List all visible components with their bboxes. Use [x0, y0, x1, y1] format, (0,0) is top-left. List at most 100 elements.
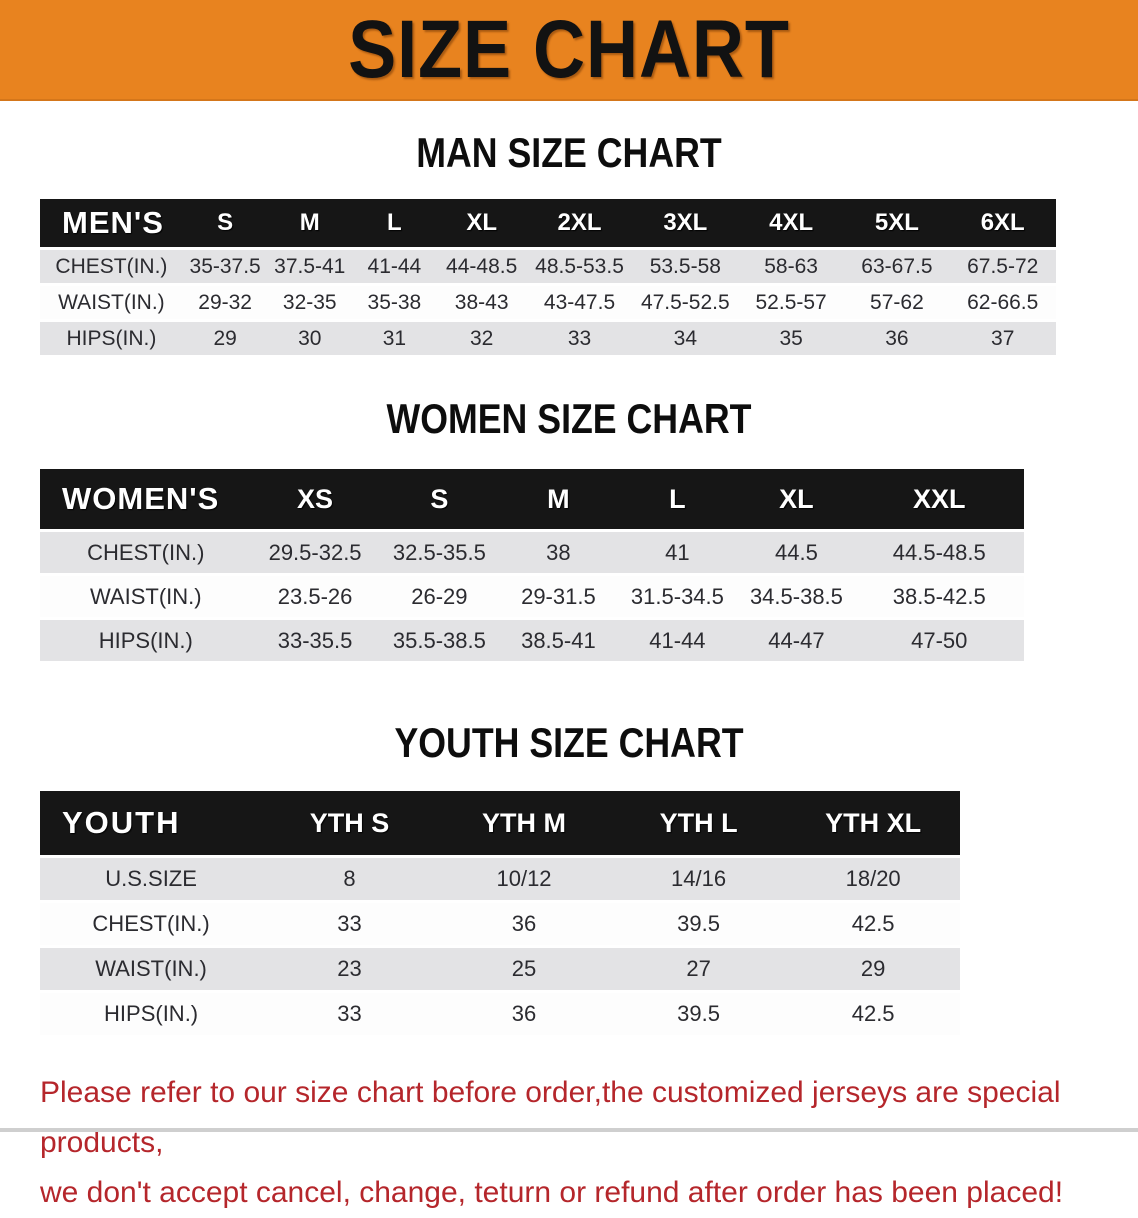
measurement-value: 31 — [352, 322, 437, 355]
measurement-value: 33 — [262, 903, 437, 945]
image-bottom-edge — [0, 1128, 1138, 1132]
measurement-label: HIPS(IN.) — [40, 620, 252, 661]
group-label: WOMEN'S — [40, 469, 252, 529]
size-column-header: M — [500, 469, 617, 529]
measurement-value: 23.5-26 — [251, 576, 379, 617]
measurement-label: WAIST(IN.) — [40, 948, 263, 990]
measurement-value: 42.5 — [785, 993, 961, 1035]
size-column-header: 2XL — [526, 199, 633, 247]
measurement-value: 38.5-41 — [500, 620, 617, 661]
measurement-value: 23 — [262, 948, 437, 990]
measurement-value: 67.5-72 — [949, 250, 1056, 283]
measurement-value: 62-66.5 — [949, 286, 1056, 319]
row-filler-cell — [1024, 532, 1098, 573]
size-column-header: XXL — [854, 469, 1024, 529]
measurement-value: 32-35 — [267, 286, 353, 319]
size-header-row: MEN'S S M L XL 2XL 3XL 4XL 5XL 6XL — [40, 199, 1098, 247]
measurement-value: 47.5-52.5 — [632, 286, 739, 319]
row-filler-cell — [960, 948, 1098, 990]
measurement-value: 57-62 — [844, 286, 950, 319]
row-filler-cell — [1056, 286, 1098, 319]
women-section-heading: WOMEN SIZE CHART — [386, 395, 752, 442]
row-filler-cell — [1024, 576, 1098, 617]
measurement-value: 53.5-58 — [632, 250, 739, 283]
size-column-header: 5XL — [844, 199, 950, 247]
measurement-label: WAIST(IN.) — [40, 576, 252, 617]
measurement-row: WAIST(IN.) 29-32 32-35 35-38 38-43 43-47.5 47.… — [40, 286, 1098, 319]
measurement-value: 31.5-34.5 — [616, 576, 739, 617]
measurement-label: U.S.SIZE — [40, 858, 263, 900]
measurement-value: 14/16 — [611, 858, 786, 900]
measurement-label: CHEST(IN.) — [40, 532, 252, 573]
measurement-value: 48.5-53.5 — [526, 250, 633, 283]
row-filler-cell — [960, 903, 1098, 945]
size-column-header: YTH S — [262, 791, 437, 855]
youth-size-table: YOUTH YTH S YTH M YTH L YTH XL U.S.SIZE 8 10/12… — [40, 788, 1098, 1038]
measurement-value: 63-67.5 — [844, 250, 950, 283]
womens-size-table: WOMEN'S XS S M L XL XXL CHEST(IN.) 29.5-32.5 32.5… — [40, 466, 1098, 664]
size-column-header: 4XL — [738, 199, 845, 247]
measurement-row: HIPS(IN.) 33-35.5 35.5-38.5 38.5-41 41-44 44-… — [40, 620, 1098, 661]
order-policy-note-line2: we don't accept cancel, change, teturn o… — [40, 1176, 1064, 1209]
measurement-value: 34 — [632, 322, 739, 355]
header-filler-cell — [960, 791, 1098, 855]
measurement-label: CHEST(IN.) — [40, 250, 183, 283]
size-chart-banner: SIZE CHART — [0, 0, 1138, 101]
order-policy-note: Please refer to our size chart before or… — [40, 1068, 1108, 1218]
measurement-row: WAIST(IN.) 23 25 27 29 — [40, 948, 1098, 990]
measurement-value: 32 — [436, 322, 527, 355]
size-column-header: YTH XL — [785, 791, 961, 855]
measurement-value: 36 — [436, 903, 612, 945]
measurement-value: 33 — [262, 993, 437, 1035]
measurement-value: 18/20 — [785, 858, 961, 900]
measurement-value: 30 — [267, 322, 353, 355]
measurement-value: 36 — [436, 993, 612, 1035]
measurement-value: 43-47.5 — [526, 286, 633, 319]
size-header-row: YOUTH YTH S YTH M YTH L YTH XL — [40, 791, 1098, 855]
size-column-header: S — [182, 199, 268, 247]
measurement-value: 41-44 — [352, 250, 437, 283]
measurement-value: 47-50 — [854, 620, 1024, 661]
size-column-header: S — [378, 469, 501, 529]
measurement-value: 41 — [616, 532, 739, 573]
measurement-label: WAIST(IN.) — [40, 286, 183, 319]
group-label: YOUTH — [40, 791, 263, 855]
measurement-value: 36 — [844, 322, 950, 355]
measurement-value: 44-47 — [738, 620, 855, 661]
measurement-value: 37 — [949, 322, 1056, 355]
measurement-value: 44.5 — [738, 532, 855, 573]
measurement-value: 29 — [785, 948, 961, 990]
measurement-value: 26-29 — [378, 576, 501, 617]
measurement-value: 35 — [738, 322, 845, 355]
measurement-value: 38 — [500, 532, 617, 573]
measurement-value: 35-38 — [352, 286, 437, 319]
header-filler-cell — [1024, 469, 1098, 529]
size-column-header: L — [352, 199, 437, 247]
banner-title: SIZE CHART — [348, 3, 790, 95]
measurement-value: 44-48.5 — [436, 250, 527, 283]
measurement-value: 25 — [436, 948, 612, 990]
measurement-row: WAIST(IN.) 23.5-26 26-29 29-31.5 31.5-34.5 34… — [40, 576, 1098, 617]
size-column-header: YTH L — [611, 791, 786, 855]
measurement-value: 39.5 — [611, 993, 786, 1035]
measurement-row: U.S.SIZE 8 10/12 14/16 18/20 — [40, 858, 1098, 900]
measurement-value: 29-32 — [182, 286, 268, 319]
measurement-value: 29.5-32.5 — [251, 532, 379, 573]
size-column-header: 3XL — [632, 199, 739, 247]
measurement-value: 38-43 — [436, 286, 527, 319]
size-column-header: 6XL — [949, 199, 1056, 247]
measurement-value: 27 — [611, 948, 786, 990]
measurement-value: 58-63 — [738, 250, 845, 283]
measurement-label: CHEST(IN.) — [40, 903, 263, 945]
measurement-row: CHEST(IN.) 33 36 39.5 42.5 — [40, 903, 1098, 945]
group-label: MEN'S — [40, 199, 183, 247]
measurement-value: 33-35.5 — [251, 620, 379, 661]
measurement-value: 29-31.5 — [500, 576, 617, 617]
row-filler-cell — [960, 858, 1098, 900]
measurement-value: 32.5-35.5 — [378, 532, 501, 573]
row-filler-cell — [1056, 322, 1098, 355]
measurement-label: HIPS(IN.) — [40, 993, 263, 1035]
measurement-value: 37.5-41 — [267, 250, 353, 283]
row-filler-cell — [960, 993, 1098, 1035]
measurement-label: HIPS(IN.) — [40, 322, 183, 355]
